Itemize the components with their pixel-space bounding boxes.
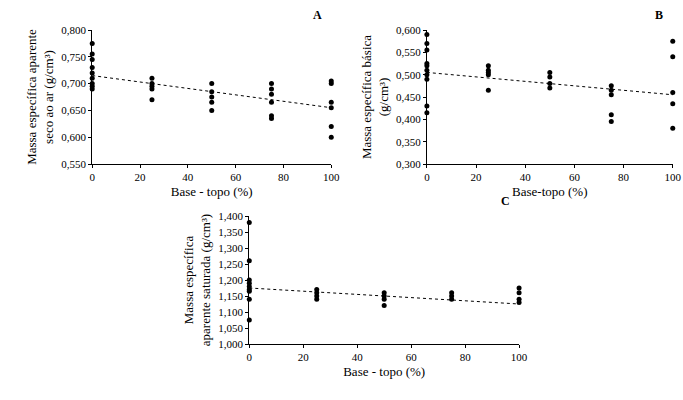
svg-text:Base-topo (%): Base-topo (%) [512,184,587,199]
svg-text:1,250: 1,250 [218,258,243,270]
svg-text:20: 20 [298,351,310,363]
svg-text:20: 20 [471,171,483,183]
svg-text:100: 100 [665,171,682,183]
svg-text:C: C [501,194,510,208]
svg-text:Massa específica básica(g/cm³): Massa específica básica(g/cm³) [359,35,391,159]
svg-text:1,300: 1,300 [218,242,243,254]
svg-text:Massa específica aparenteseco: Massa específica aparenteseco ao ar (g/c… [24,29,56,165]
svg-text:0,500: 0,500 [396,69,421,81]
svg-text:40: 40 [352,351,364,363]
svg-text:80: 80 [278,171,290,183]
svg-text:60: 60 [230,171,242,183]
svg-text:0,550: 0,550 [61,158,86,170]
svg-text:20: 20 [135,171,147,183]
svg-text:1,050: 1,050 [218,322,243,334]
svg-text:Base - topo (%): Base - topo (%) [343,364,425,379]
svg-text:1,100: 1,100 [218,306,243,318]
svg-text:0,700: 0,700 [61,77,86,89]
svg-text:80: 80 [618,171,630,183]
svg-text:B: B [655,8,663,22]
svg-text:1,000: 1,000 [218,338,243,350]
svg-text:100: 100 [511,351,528,363]
svg-text:0,800: 0,800 [61,24,86,36]
svg-text:80: 80 [460,351,472,363]
svg-text:1,150: 1,150 [218,290,243,302]
svg-text:0,650: 0,650 [61,104,86,116]
svg-text:40: 40 [520,171,532,183]
svg-text:60: 60 [406,351,418,363]
svg-text:0: 0 [424,171,430,183]
svg-text:100: 100 [323,171,340,183]
svg-text:Base - topo (%): Base - topo (%) [171,184,253,199]
svg-text:0,600: 0,600 [61,131,86,143]
svg-text:1,350: 1,350 [218,226,243,238]
svg-text:0,600: 0,600 [396,24,421,36]
svg-text:0,750: 0,750 [61,51,86,63]
svg-text:0,400: 0,400 [396,113,421,125]
svg-text:0,300: 0,300 [396,158,421,170]
svg-text:1,400: 1,400 [218,210,243,222]
svg-text:0,350: 0,350 [396,136,421,148]
svg-text:0,450: 0,450 [396,91,421,103]
svg-text:A: A [313,8,322,22]
svg-text:1,200: 1,200 [218,274,243,286]
svg-text:0: 0 [247,351,253,363]
svg-text:0: 0 [89,171,95,183]
svg-text:40: 40 [182,171,194,183]
svg-text:Massa específicaaparente satur: Massa específicaaparente saturada (g/cm³… [181,214,213,346]
svg-text:60: 60 [569,171,581,183]
svg-text:0,550: 0,550 [396,46,421,58]
